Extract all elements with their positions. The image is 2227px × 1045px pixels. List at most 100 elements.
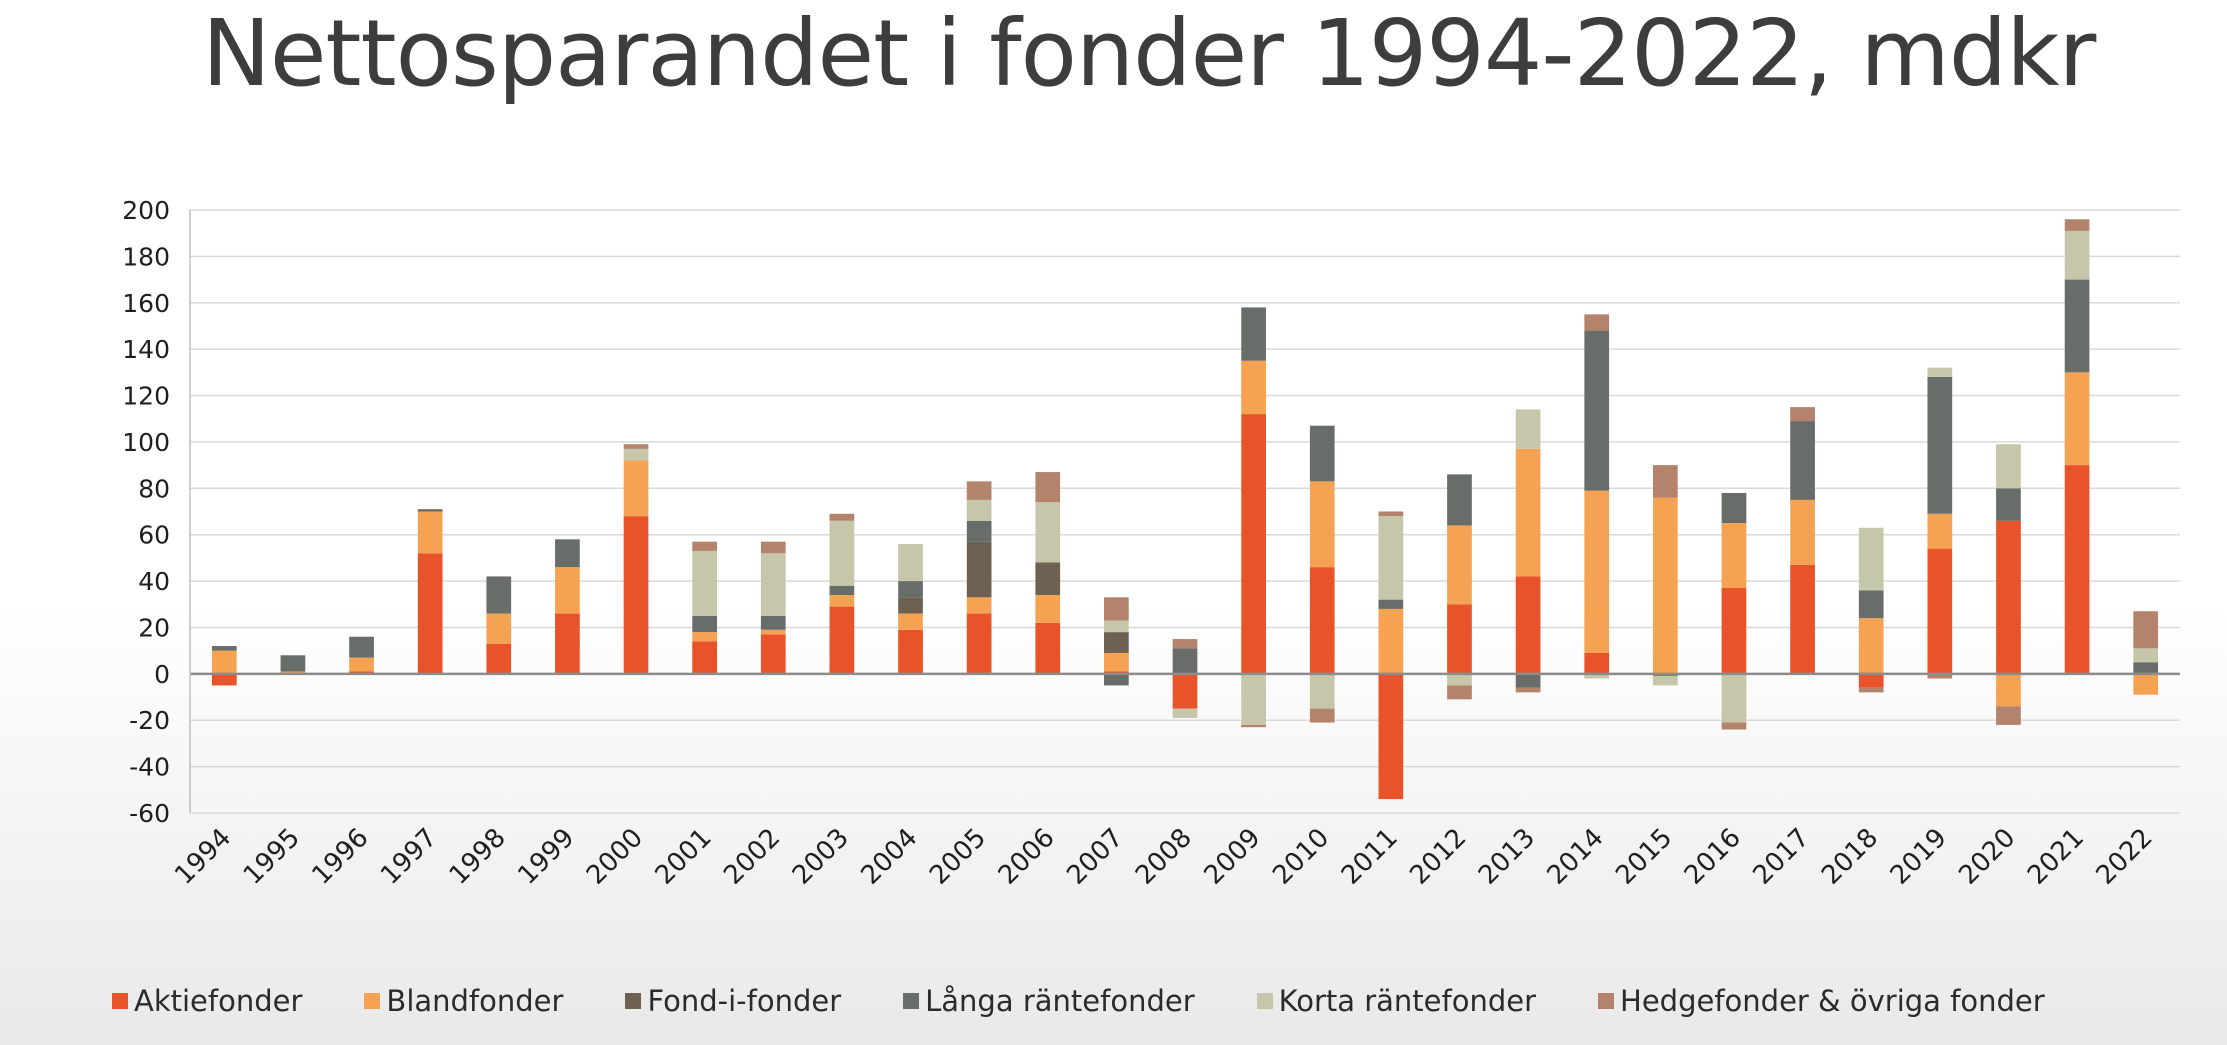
bar-segment [280, 655, 306, 672]
bar-segment [486, 643, 512, 674]
bar-segment [1309, 708, 1335, 723]
bar-segment [1172, 673, 1198, 709]
bar-segment [1721, 588, 1747, 674]
bar-segment [623, 516, 649, 674]
bar-segment [966, 613, 992, 674]
bar-segment [898, 597, 923, 614]
y-tick-label: 100 [122, 428, 170, 457]
bar-segment [1447, 525, 1472, 605]
y-tick-label: 80 [138, 474, 170, 503]
bar-segment [2133, 611, 2159, 649]
x-tick-label: 2014 [1542, 823, 1610, 891]
bar-segment [1172, 708, 1198, 718]
bar-segment [211, 650, 237, 674]
bar-segment [966, 481, 992, 500]
y-tick-label: 160 [122, 289, 170, 318]
bar-segment [829, 585, 855, 595]
x-tick-label: 2011 [1336, 823, 1404, 891]
bar-segment [1927, 548, 1953, 674]
x-tick-label: 2022 [2091, 823, 2159, 891]
bar-segment [1104, 652, 1129, 672]
x-tick-label: 1999 [512, 823, 580, 891]
bar-segment [1790, 407, 1815, 422]
bar-segment [1996, 673, 2021, 707]
bar-segment [1515, 576, 1541, 674]
bar-segment [1241, 307, 1266, 361]
bar-segment [1858, 527, 1884, 591]
bar-segment [760, 615, 786, 630]
legend-label: Hedgefonder & övriga fonder [1620, 984, 2045, 1018]
bar-segment [1927, 367, 1953, 377]
bar-segment [1858, 673, 1884, 688]
bar-segment [1996, 520, 2021, 674]
bar-segment [760, 634, 786, 674]
bar-segment [1378, 673, 1404, 800]
x-tick-label: 2009 [1199, 823, 1267, 891]
legend-label: Korta räntefonder [1278, 984, 1537, 1018]
x-tick-label: 2019 [1885, 823, 1953, 891]
bar-segment [1584, 330, 1610, 491]
bar-segment [349, 636, 374, 658]
bar-segment [417, 511, 443, 554]
x-tick-label: 2002 [718, 823, 786, 891]
bar-segment [2064, 279, 2090, 373]
bar-segment [2064, 230, 2090, 280]
bar-segment [692, 641, 717, 674]
bar-segment [1652, 497, 1678, 674]
x-tick-label: 1996 [306, 823, 374, 891]
x-tick-label: 2013 [1473, 823, 1541, 891]
x-tick-label: 2003 [787, 823, 855, 891]
legend-item-langa-rantefonder: Långa räntefonder [903, 984, 1195, 1018]
bar-segment [1858, 687, 1884, 693]
bar-segment [1858, 618, 1884, 674]
chart-title: Nettosparandet i fonder 1994-2022, mdkr [202, 0, 2096, 107]
bar-segment [1721, 722, 1747, 730]
y-tick-label: 120 [122, 382, 170, 411]
bar-segment [1515, 409, 1541, 449]
y-tick-label: 140 [122, 335, 170, 364]
bar-segment [1035, 622, 1061, 674]
bar-segment [1927, 513, 1953, 549]
bar-segment [1378, 511, 1404, 517]
bar-segment [1241, 724, 1266, 728]
bar-segment [1378, 516, 1404, 600]
bar-segment [1035, 562, 1061, 595]
y-tick-label: 180 [122, 242, 170, 271]
bar-segment [829, 520, 855, 586]
bar-segment [2064, 465, 2090, 674]
bar-segment [829, 594, 855, 607]
y-tick-label: -60 [129, 799, 170, 828]
x-tick-label: 2001 [650, 823, 718, 891]
bar-segment [966, 499, 992, 521]
bar-segment [760, 541, 786, 554]
x-tick-label: 2020 [1953, 823, 2021, 891]
legend-swatch [364, 993, 381, 1009]
bar-segment [555, 613, 580, 674]
legend-swatch [1598, 993, 1615, 1009]
x-tick-label: 1995 [238, 823, 306, 891]
bar-segment [1515, 448, 1541, 577]
bar-segment [417, 553, 443, 674]
bar-segment [623, 460, 649, 517]
bar-segment [1790, 499, 1815, 565]
bar-segment [1721, 673, 1747, 723]
bar-segment [1309, 673, 1335, 709]
bar-segment [2133, 673, 2159, 695]
bar-segment [1996, 444, 2021, 489]
bar-segment [555, 539, 580, 568]
bar-segment [555, 567, 580, 614]
x-tick-label: 2008 [1130, 823, 1198, 891]
x-tick-label: 2012 [1404, 823, 1472, 891]
bar-segment [692, 632, 717, 642]
legend-swatch [112, 993, 128, 1009]
bar-segment [1515, 673, 1541, 688]
bar-segment [692, 541, 717, 551]
bar-segment [829, 513, 855, 521]
bar-segment [211, 673, 237, 686]
bar-segment [1104, 673, 1129, 686]
bar-segment [898, 629, 923, 674]
bar-segment [1996, 488, 2021, 521]
bar-segment [1172, 648, 1198, 674]
